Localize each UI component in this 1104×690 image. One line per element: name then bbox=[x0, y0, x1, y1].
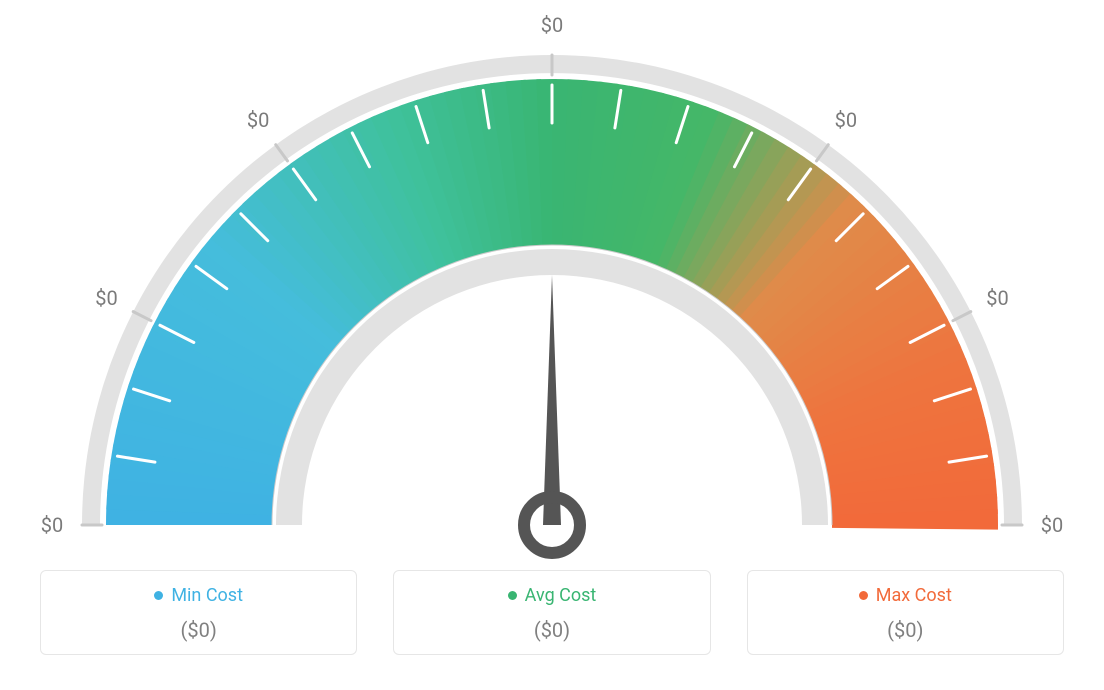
legend-card-max: Max Cost ($0) bbox=[747, 570, 1064, 655]
dot-icon bbox=[859, 591, 868, 600]
legend-title-avg: Avg Cost bbox=[508, 585, 597, 606]
gauge-tick-label: $0 bbox=[541, 13, 563, 37]
legend-label-max: Max Cost bbox=[876, 585, 952, 606]
gauge-tick-label: $0 bbox=[1041, 513, 1063, 537]
gauge-tick-label: $0 bbox=[95, 286, 117, 310]
legend-title-min: Min Cost bbox=[154, 585, 243, 606]
legend-label-avg: Avg Cost bbox=[525, 585, 597, 606]
legend-value-min: ($0) bbox=[51, 618, 346, 642]
gauge-chart: $0 $0 $0 $0 $0 $0 $0 bbox=[0, 0, 1104, 560]
gauge-tick-label: $0 bbox=[41, 513, 63, 537]
legend-card-avg: Avg Cost ($0) bbox=[393, 570, 710, 655]
legend-value-avg: ($0) bbox=[404, 618, 699, 642]
gauge-tick-label: $0 bbox=[247, 108, 269, 132]
gauge-tick-label: $0 bbox=[835, 108, 857, 132]
gauge-tick-label: $0 bbox=[986, 286, 1008, 310]
legend-title-max: Max Cost bbox=[859, 585, 952, 606]
legend-value-max: ($0) bbox=[758, 618, 1053, 642]
legend-row: Min Cost ($0) Avg Cost ($0) Max Cost ($0… bbox=[0, 570, 1104, 655]
gauge-svg bbox=[0, 0, 1104, 560]
dot-icon bbox=[508, 591, 517, 600]
legend-label-min: Min Cost bbox=[171, 585, 243, 606]
legend-card-min: Min Cost ($0) bbox=[40, 570, 357, 655]
dot-icon bbox=[154, 591, 163, 600]
